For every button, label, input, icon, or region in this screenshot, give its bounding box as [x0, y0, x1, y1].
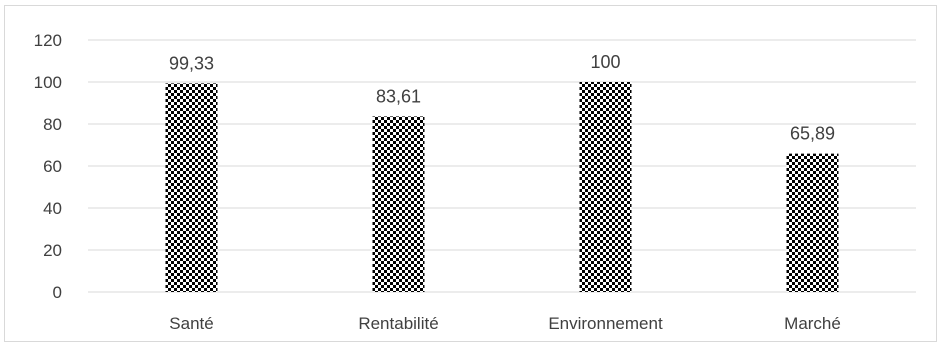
data-label: 83,61	[376, 86, 421, 106]
x-category-label: Marché	[784, 314, 841, 333]
y-tick-label: 100	[34, 73, 62, 92]
bar	[579, 82, 632, 292]
bar	[372, 116, 425, 292]
y-tick-label: 20	[43, 241, 62, 260]
x-category-label: Rentabilité	[358, 314, 438, 333]
y-tick-label: 40	[43, 199, 62, 218]
x-category-label: Environnement	[548, 314, 663, 333]
x-axis-category-labels: Santé Rentabilité Environnement Marché	[169, 314, 841, 333]
data-labels: 99,33 83,61 100 65,89	[169, 52, 835, 144]
y-axis-tick-labels: 0 20 40 60 80 100 120	[34, 31, 62, 302]
bars	[165, 82, 839, 292]
y-tick-label: 0	[53, 283, 62, 302]
data-label: 100	[590, 52, 620, 72]
chart-frame	[4, 5, 937, 342]
data-label: 99,33	[169, 53, 214, 73]
y-tick-label: 120	[34, 31, 62, 50]
y-tick-label: 80	[43, 115, 62, 134]
data-label: 65,89	[790, 124, 835, 144]
bar	[165, 83, 218, 292]
x-category-label: Santé	[169, 314, 213, 333]
y-tick-label: 60	[43, 157, 62, 176]
gridlines	[88, 39, 916, 293]
bar	[786, 153, 839, 292]
